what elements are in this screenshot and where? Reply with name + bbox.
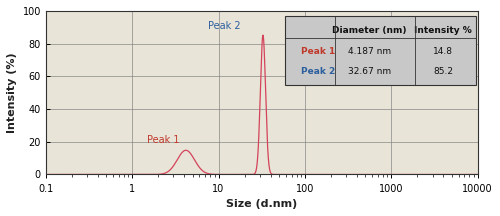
Text: 4.187 nm: 4.187 nm <box>348 47 392 56</box>
Text: 85.2: 85.2 <box>433 67 453 76</box>
Text: Peak 2: Peak 2 <box>208 21 240 31</box>
Text: Peak 1: Peak 1 <box>300 47 335 56</box>
Text: Diameter (nm): Diameter (nm) <box>332 26 407 35</box>
Y-axis label: Intensity (%): Intensity (%) <box>7 52 17 133</box>
Text: 14.8: 14.8 <box>433 47 453 56</box>
Text: Peak 1: Peak 1 <box>146 135 179 145</box>
Text: 32.67 nm: 32.67 nm <box>348 67 392 76</box>
X-axis label: Size (d.nm): Size (d.nm) <box>226 199 298 209</box>
Text: Peak 2: Peak 2 <box>300 67 335 76</box>
Text: Intensity %: Intensity % <box>414 26 472 35</box>
Bar <box>286 16 476 84</box>
